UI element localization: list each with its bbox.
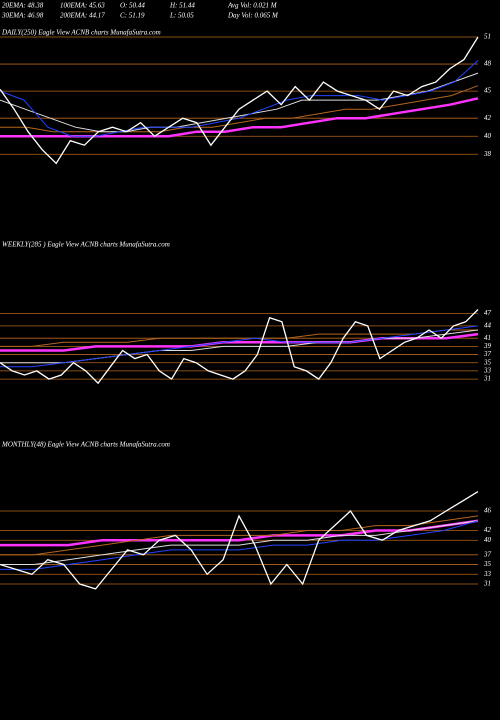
y-tick-label: 51 [484, 33, 491, 41]
header-stat: H: 51.44 [169, 2, 195, 10]
y-tick-label: 37 [483, 350, 492, 358]
y-tick-label: 44 [484, 322, 492, 330]
series-line [0, 515, 479, 556]
y-tick-label: 46 [484, 507, 492, 515]
header-stat: Day Vol: 0.065 M [227, 12, 279, 20]
y-tick-label: 31 [483, 375, 491, 383]
y-tick-label: 42 [484, 526, 492, 534]
header-stat: 100EMA: 45.63 [60, 2, 105, 10]
y-tick-label: 35 [483, 560, 492, 568]
y-tick-label: 33 [483, 570, 492, 578]
header-stat: 20EMA: 48.38 [2, 2, 44, 10]
y-tick-label: 31 [483, 580, 491, 588]
series-line [0, 519, 479, 547]
y-tick-label: 41 [484, 334, 491, 342]
y-tick-label: 38 [483, 150, 492, 158]
y-tick-label: 37 [483, 550, 492, 558]
header-stat: L: 50.05 [169, 12, 194, 20]
panel-title: WEEKLY(285 ) Eagle View ACNB charts Muna… [2, 241, 170, 249]
series-line [0, 72, 479, 133]
header-stat: 30EMA: 46.98 [1, 12, 44, 20]
header-stat: O: 50.44 [120, 2, 145, 10]
series-line [0, 520, 479, 570]
series-line [0, 36, 479, 165]
series-line [0, 325, 479, 368]
panel-title: DAILY(250) Eagle View ACNB charts Munafa… [1, 29, 161, 37]
panel-title: MONTHLY(48) Eagle View ACNB charts Munaf… [1, 441, 170, 449]
y-tick-label: 47 [484, 309, 492, 317]
series-line [0, 329, 478, 347]
series-line [0, 85, 479, 133]
series-line [0, 97, 479, 138]
header-stat: C: 51.19 [120, 12, 145, 20]
y-tick-label: 45 [484, 87, 492, 95]
y-tick-label: 40 [484, 132, 492, 140]
y-tick-label: 42 [484, 114, 492, 122]
header-stat: Avg Vol: 0.021 M [227, 2, 278, 10]
series-line [0, 309, 479, 385]
y-tick-label: 48 [484, 60, 492, 68]
series-line [0, 60, 479, 137]
y-tick-label: 40 [484, 536, 492, 544]
series-line [0, 520, 479, 565]
y-tick-label: 35 [483, 358, 492, 366]
y-tick-label: 39 [483, 342, 492, 350]
header-stat: 200EMA: 44.17 [60, 12, 105, 20]
y-tick-label: 33 [483, 367, 492, 375]
series-line [0, 491, 479, 590]
